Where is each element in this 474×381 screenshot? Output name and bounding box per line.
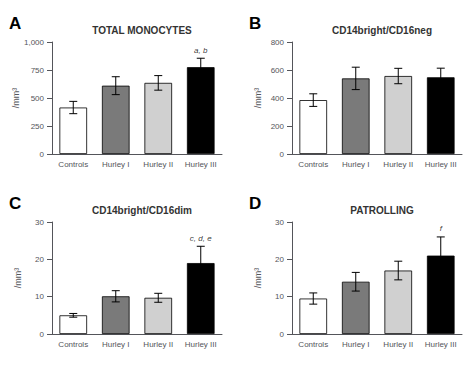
svg-text:/mm³: /mm³ (13, 268, 23, 289)
svg-text:Hurley III: Hurley III (425, 340, 457, 349)
svg-text:0: 0 (280, 150, 285, 159)
svg-text:Hurley I: Hurley I (102, 340, 130, 349)
svg-text:Hurley II: Hurley II (383, 160, 413, 169)
svg-text:20: 20 (35, 255, 44, 264)
svg-text:400: 400 (271, 94, 285, 103)
svg-text:Hurley I: Hurley I (102, 160, 130, 169)
svg-text:PATROLLING: PATROLLING (350, 205, 414, 216)
svg-text:0: 0 (40, 330, 45, 339)
svg-text:Controls: Controls (298, 160, 328, 169)
svg-text:Hurley II: Hurley II (143, 340, 173, 349)
svg-text:600: 600 (271, 66, 285, 75)
svg-text:Hurley II: Hurley II (143, 160, 173, 169)
svg-text:A: A (9, 14, 21, 33)
svg-text:20: 20 (275, 255, 284, 264)
svg-text:10: 10 (35, 292, 44, 301)
svg-text:C: C (9, 194, 21, 213)
svg-text:Controls: Controls (58, 340, 88, 349)
svg-text:Controls: Controls (298, 340, 328, 349)
svg-text:800: 800 (271, 38, 285, 47)
svg-text:B: B (249, 14, 261, 33)
svg-text:CD14bright/CD16dim: CD14bright/CD16dim (92, 205, 192, 216)
svg-text:/mm³: /mm³ (253, 268, 263, 289)
svg-text:Hurley III: Hurley III (185, 160, 217, 169)
svg-text:Hurley III: Hurley III (425, 160, 457, 169)
svg-text:Hurley I: Hurley I (342, 340, 370, 349)
svg-text:0: 0 (40, 150, 45, 159)
svg-text:500: 500 (31, 94, 45, 103)
svg-text:Hurley III: Hurley III (185, 340, 217, 349)
svg-text:10: 10 (275, 292, 284, 301)
svg-text:f: f (440, 224, 443, 233)
svg-text:30: 30 (35, 218, 44, 227)
svg-text:/mm³: /mm³ (253, 88, 263, 109)
svg-text:750: 750 (31, 66, 45, 75)
svg-text:D: D (249, 194, 261, 213)
svg-text:a, b: a, b (194, 46, 208, 55)
svg-text:CD14bright/CD16neg: CD14bright/CD16neg (332, 25, 432, 36)
svg-text:Controls: Controls (58, 160, 88, 169)
svg-text:c, d, e: c, d, e (190, 234, 212, 243)
svg-text:1,000: 1,000 (24, 38, 45, 47)
svg-text:250: 250 (31, 122, 45, 131)
svg-text:0: 0 (280, 330, 285, 339)
svg-text:TOTAL MONOCYTES: TOTAL MONOCYTES (92, 25, 192, 36)
svg-text:30: 30 (275, 218, 284, 227)
svg-text:Hurley I: Hurley I (342, 160, 370, 169)
svg-text:/mm³: /mm³ (11, 88, 21, 109)
svg-text:200: 200 (271, 122, 285, 131)
svg-text:Hurley II: Hurley II (383, 340, 413, 349)
